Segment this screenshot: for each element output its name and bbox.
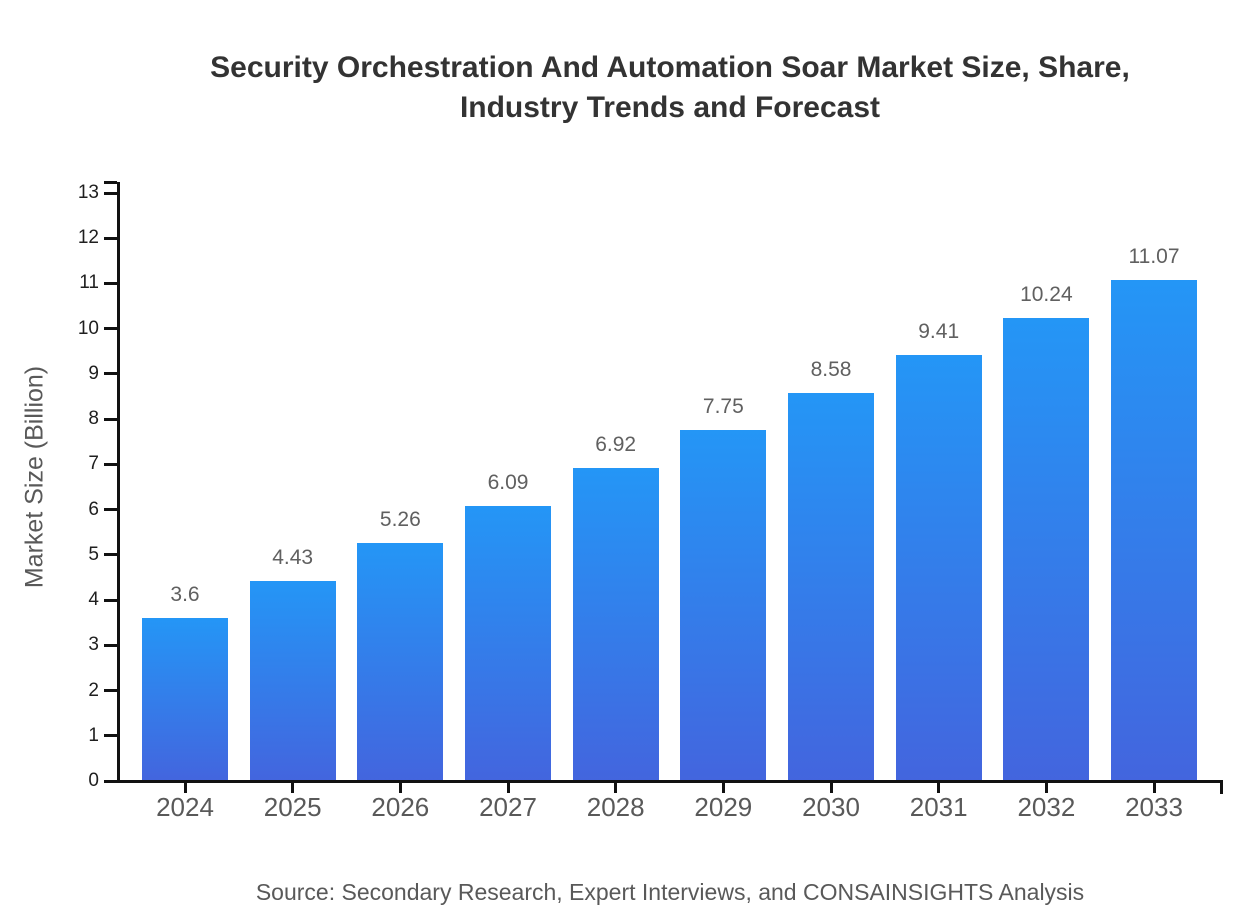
x-axis-line [116, 779, 1223, 783]
y-tick-label: 12 [77, 227, 99, 249]
x-tick-label: 2031 [909, 792, 968, 822]
y-tick [104, 417, 117, 421]
y-tick-label: 10 [77, 317, 99, 339]
x-tick [614, 781, 618, 793]
y-axis-end-cap [104, 180, 117, 184]
x-tick [937, 781, 941, 793]
x-tick-label: 2029 [694, 792, 753, 822]
y-tick-label: 8 [88, 408, 99, 430]
bar-value-label: 10.24 [1020, 282, 1073, 306]
bar [572, 468, 659, 781]
y-tick-label: 1 [88, 724, 99, 746]
y-tick-label: 3 [88, 634, 99, 656]
bar [895, 355, 982, 781]
y-tick [104, 553, 117, 557]
y-tick-label: 11 [79, 272, 99, 294]
bar [680, 430, 767, 781]
x-tick-label: 2027 [479, 792, 537, 822]
x-tick-label: 2025 [263, 792, 322, 822]
x-tick-label: 2026 [371, 792, 430, 822]
y-tick [104, 281, 117, 285]
source-note: Source: Secondary Research, Expert Inter… [255, 879, 1085, 905]
y-tick [104, 643, 117, 647]
x-axis-end-cap [1219, 781, 1223, 794]
bar-value-label: 4.43 [272, 545, 314, 569]
bar [465, 505, 551, 781]
y-tick-label: 6 [88, 498, 99, 520]
bar [1003, 317, 1090, 781]
y-tick-label: 4 [88, 589, 99, 611]
bar-value-label: 5.26 [379, 508, 421, 532]
x-tick-label: 2030 [802, 792, 860, 822]
bar-value-label: 6.09 [487, 470, 529, 494]
bar-value-label: 6.92 [595, 433, 637, 456]
y-tick [104, 598, 117, 602]
x-tick [398, 781, 402, 793]
y-tick [104, 734, 117, 738]
x-tick [291, 781, 295, 793]
y-tick [104, 236, 117, 240]
y-tick-label: 9 [88, 362, 99, 384]
bar-value-label: 7.75 [702, 395, 744, 419]
y-axis-line [116, 182, 120, 783]
x-tick [506, 781, 510, 793]
y-tick-label: 5 [88, 543, 99, 565]
y-tick [104, 372, 117, 376]
y-tick [104, 689, 117, 693]
x-tick [829, 781, 833, 793]
x-tick [1044, 781, 1048, 793]
y-tick-label: 2 [88, 679, 99, 701]
y-tick-label: 7 [88, 453, 99, 475]
y-tick [104, 327, 117, 331]
x-tick-label: 2028 [586, 792, 645, 822]
bar [142, 618, 228, 781]
x-tick [1152, 781, 1156, 793]
bar [249, 580, 336, 781]
y-tick [104, 508, 117, 512]
x-tick [721, 781, 725, 793]
bar [1111, 280, 1198, 781]
bar-value-label: 9.41 [918, 320, 960, 344]
bar [788, 392, 875, 781]
y-tick [104, 462, 117, 466]
x-tick-label: 2033 [1125, 792, 1183, 822]
bar-value-label: 8.58 [810, 357, 852, 381]
x-tick [183, 781, 187, 793]
x-tick-label: 2024 [156, 792, 214, 822]
y-tick [104, 779, 117, 783]
y-tick [104, 191, 117, 195]
y-tick-label: 13 [77, 182, 99, 203]
bar-value-label: 3.6 [170, 583, 200, 607]
x-tick-label: 2032 [1017, 792, 1076, 822]
y-tick-label: 0 [88, 770, 99, 791]
chart-title: Security Orchestration And Automation So… [210, 51, 1130, 124]
bar-value-label: 11.07 [1128, 245, 1180, 269]
bar [357, 543, 444, 781]
